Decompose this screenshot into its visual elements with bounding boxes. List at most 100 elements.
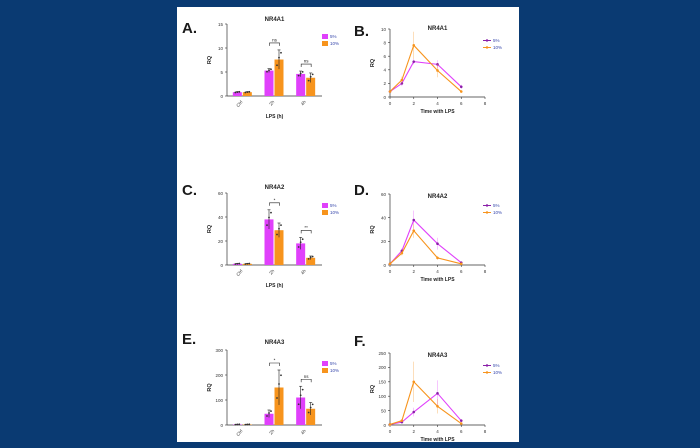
p5-data-point: [459, 419, 463, 422]
panel-e: E. NR4A30100200300RQ5%10%Ctrl2h4h*nsLPS …: [177, 297, 348, 448]
p0-replicate-point: [309, 75, 312, 78]
p5-xtick-label: 8: [484, 429, 487, 434]
p2-legend-swatch: [322, 210, 328, 215]
panel-f-chart: NR4A3 0 50 100 150 200 250 RQ 5% 10% 0 2 4 6 8 Time wit…: [370, 351, 502, 443]
p5-xtick-label: 2: [412, 429, 415, 434]
p0-replicate-point: [246, 91, 249, 93]
p1-ytick-label: 10: [381, 27, 387, 32]
p5-data-point: [436, 404, 439, 408]
p4-replicate-point: [244, 423, 247, 426]
p0-ylabel: RQ: [207, 55, 213, 64]
p0-xtick-label: 4h: [300, 99, 307, 106]
panel-c-letter: C.: [182, 182, 197, 199]
p2-xlabel: LPS (h): [266, 283, 284, 289]
p0-replicate-point: [244, 91, 247, 94]
panel-e-letter: E.: [182, 331, 197, 348]
p2-ytick-label: 60: [218, 191, 224, 196]
p2-replicate-point: [248, 262, 251, 265]
p5-series-line: [389, 392, 462, 425]
panel-b-letter: B.: [354, 23, 369, 40]
p5-ytick-label: 0: [383, 423, 386, 428]
p3-data-point: [412, 229, 416, 232]
p2-replicate-point: [309, 256, 312, 259]
p0-bar: [296, 73, 306, 96]
p2-bar: [306, 257, 316, 265]
p3-data-point: [400, 251, 404, 255]
panel-d: D. NR4A2 0 20 40 60 RQ 5% 10% 0 2 4 6 8 Time with LPS: [348, 152, 519, 297]
p3-data-point: [388, 262, 392, 266]
p3-ytick-label: 20: [381, 239, 387, 244]
p0-sig-bracket: [300, 63, 312, 68]
p2-replicate-point: [301, 238, 304, 241]
panel-f: F. NR4A3 0 50 100 150 200 250 RQ 5% 10% 0 2 4 6 8 Time …: [348, 297, 519, 443]
p0-replicate-point: [248, 90, 251, 93]
figure-card: A. NR4A1 0 5 10 15 RQ 5% 10% Ctrl 2h 4h ns ns LPS (h)…: [177, 7, 519, 448]
p2-replicate-point: [311, 255, 314, 258]
p3-data-point: [436, 242, 439, 245]
p5-title: NR4A3: [428, 353, 448, 359]
p2-replicate-point: [278, 227, 280, 230]
p2-title: NR4A2: [265, 185, 285, 191]
p2-sig-label: *: [274, 197, 276, 202]
p1-ytick-label: 8: [383, 40, 386, 45]
p4-ytick-label: 300: [215, 348, 223, 353]
p5-ylabel: RQ: [370, 384, 376, 393]
p0-xtick-label: Ctrl: [235, 99, 243, 108]
p1-data-point: [412, 44, 416, 47]
p5-data-point: [388, 423, 392, 426]
p0-replicate-point: [280, 51, 282, 54]
p4-replicate-point: [268, 412, 270, 414]
p2-replicate-point: [234, 263, 237, 265]
p5-data-point: [412, 380, 416, 384]
p4-sig-bracket: [269, 362, 280, 366]
p0-replicate-point: [236, 91, 239, 93]
p2-replicate-point: [238, 262, 241, 265]
p2-sig-bracket: [300, 230, 312, 234]
p1-ytick-label: 2: [383, 81, 386, 86]
p2-legend-swatch: [322, 203, 328, 208]
p2-sig-label: **: [304, 225, 308, 230]
p4-sig-label: ns: [304, 374, 310, 379]
p1-data-point: [388, 90, 392, 93]
p5-xtick-label: 6: [460, 429, 463, 434]
p4-replicate-point: [238, 423, 241, 426]
p1-xtick-label: 8: [484, 101, 487, 106]
panel-b-chart: NR4A1 0 2 4 6 8 10 RQ 5% 10% 0 2 4 6 8 Time with LPS: [370, 26, 502, 115]
p5-xlabel: Time with LPS: [420, 437, 455, 442]
p4-sig-bracket: [300, 378, 312, 383]
p0-bar: [274, 59, 284, 96]
p3-ytick-label: 40: [381, 215, 387, 220]
p3-xtick-label: 4: [436, 269, 439, 274]
p1-legend-label: 10%: [493, 45, 502, 50]
p4-replicate-point: [280, 374, 282, 377]
p0-ytick-label: 5: [220, 70, 223, 75]
p0-bar: [306, 77, 316, 96]
p0-bar: [242, 92, 252, 96]
p0-replicate-point: [234, 91, 237, 94]
p4-replicate-point: [309, 406, 312, 409]
p0-replicate-point: [276, 64, 278, 67]
p4-xtick-label: 2h: [268, 428, 275, 435]
p1-ytick-label: 4: [383, 68, 386, 73]
p0-legend-label: 5%: [330, 34, 337, 39]
p1-xtick-label: 0: [389, 101, 392, 106]
p3-ylabel: RQ: [370, 225, 376, 234]
p4-sig-label: *: [274, 358, 276, 363]
p4-replicate-point: [248, 423, 251, 426]
p4-replicate-point: [278, 383, 280, 385]
p5-data-point: [412, 410, 416, 414]
p4-replicate-point: [234, 423, 237, 426]
p4-title: NR4A3: [265, 340, 285, 346]
p1-xtick-label: 4: [436, 101, 439, 106]
p4-ylabel: RQ: [207, 383, 213, 392]
p5-data-point: [436, 392, 439, 395]
p2-replicate-point: [266, 224, 268, 227]
panel-d-letter: D.: [354, 182, 369, 199]
p4-xtick-label: 4h: [300, 428, 307, 435]
panel-d-chart: NR4A2 0 20 40 60 RQ 5% 10% 0 2 4 6 8 Time with LPS: [370, 192, 502, 283]
panel-b: B. NR4A1 0 2 4 6 8 10 RQ 5% 10% 0 2 4 6 8 Time with LPS: [348, 7, 519, 152]
p4-replicate-point: [270, 410, 272, 413]
p3-xtick-label: 0: [389, 269, 392, 274]
p1-xlabel: Time with LPS: [420, 109, 455, 115]
